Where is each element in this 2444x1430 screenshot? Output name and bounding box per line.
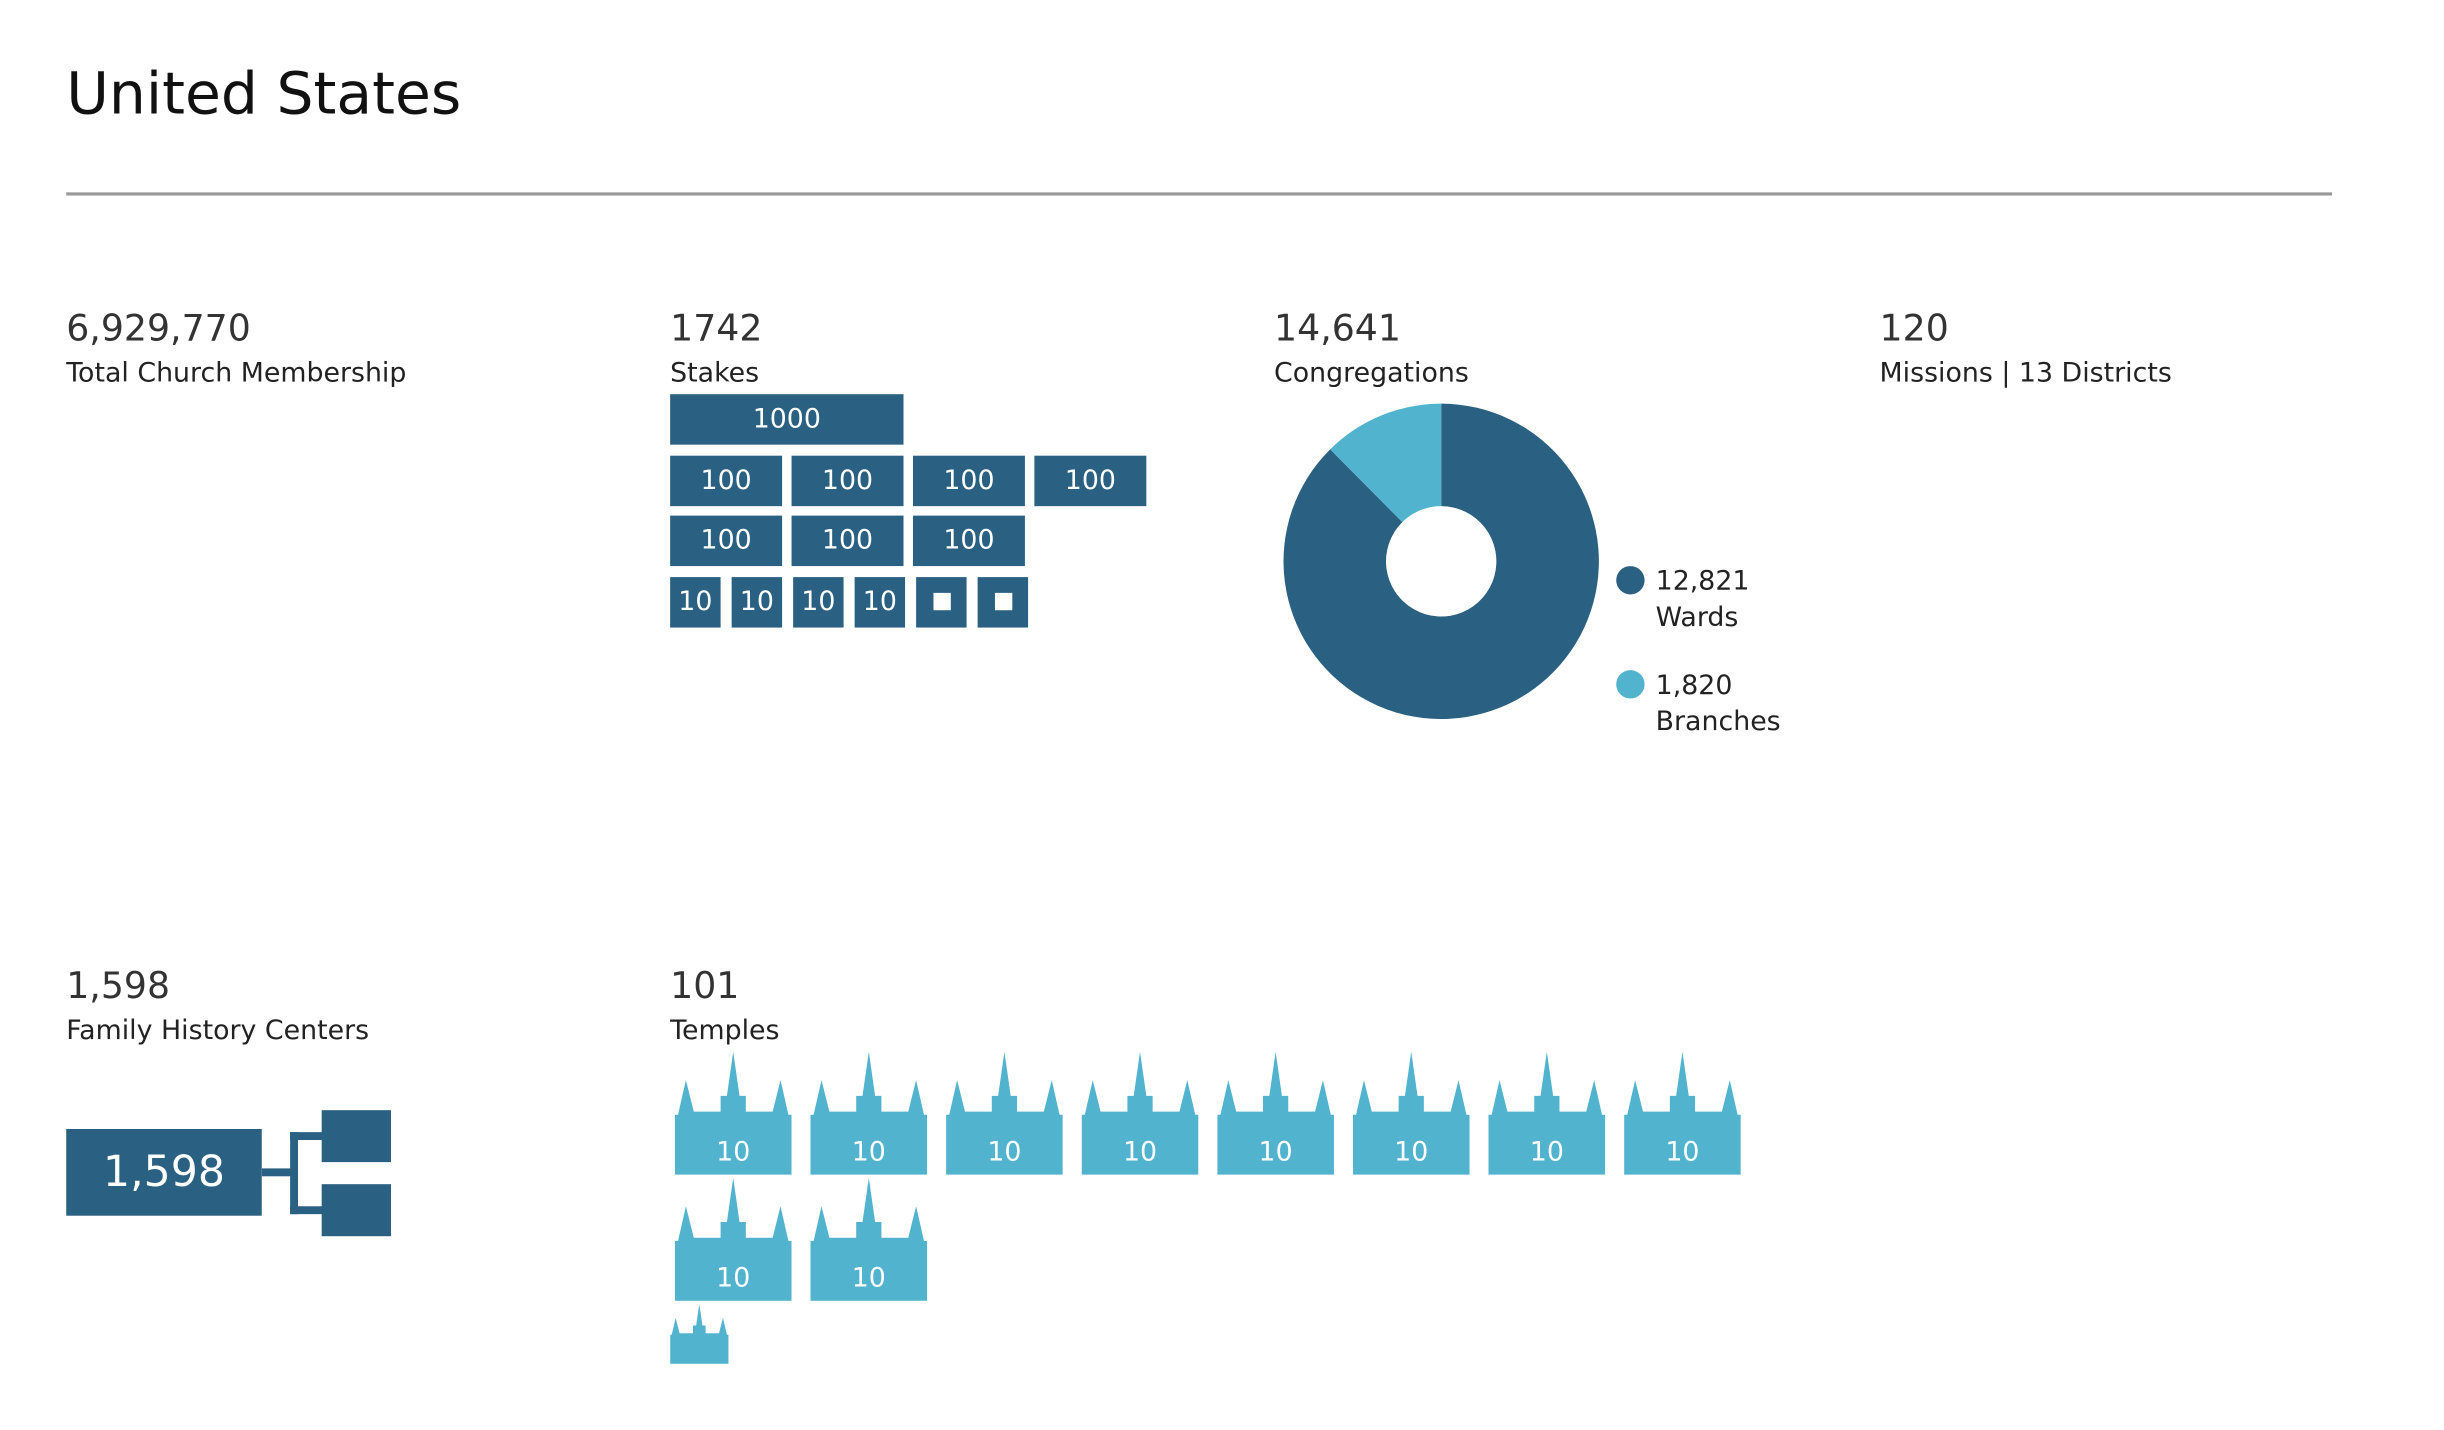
temple-count: 10 [1529, 1136, 1564, 1169]
temple-icon: 10 [674, 1177, 792, 1301]
stake-block-100: 100 [912, 454, 1025, 506]
temple-icon: 10 [810, 1051, 928, 1175]
temple-icon: 10 [1624, 1051, 1741, 1175]
family-tree-icon [261, 1110, 392, 1237]
stake-block-10: 10 [854, 576, 906, 627]
stake-block-100: 100 [791, 454, 904, 506]
donut-slice-wards [1283, 403, 1599, 720]
congregations-donut-chart [1283, 403, 1599, 720]
family-history-value: 1,598 [66, 966, 171, 1008]
divider [66, 192, 2333, 196]
family-tree-box: 1,598 [66, 1128, 262, 1216]
congregations-label: Congregations [1274, 357, 1469, 390]
stake-block-10: 10 [731, 576, 783, 627]
stakes-label: Stakes [670, 357, 760, 390]
temple-count: 10 [1665, 1136, 1700, 1169]
membership-value: 6,929,770 [66, 309, 251, 351]
temple-icon: 10 [810, 1177, 928, 1301]
legend-branches-value: 1,820 [1655, 670, 1733, 702]
unit-square [994, 592, 1012, 611]
unit-square [932, 592, 951, 611]
temples-label: Temples [670, 1015, 780, 1047]
stake-block-1 [977, 576, 1029, 627]
stake-block-100: 100 [670, 515, 783, 567]
temple-count: 10 [851, 1263, 886, 1295]
legend-wards-value: 12,821 [1655, 566, 1750, 598]
legend-dot-wards [1616, 566, 1645, 595]
donut-slice-branches [1330, 403, 1442, 523]
stakes-value: 1742 [670, 309, 763, 351]
membership-label: Total Church Membership [66, 357, 407, 390]
missions-value: 120 [1879, 309, 1949, 351]
stake-block-100: 100 [1034, 454, 1147, 506]
legend-dot-branches [1616, 670, 1645, 699]
stake-block-10: 10 [670, 576, 721, 627]
stake-block-1 [916, 576, 967, 627]
temple-count: 10 [1122, 1136, 1158, 1169]
temple-count: 10 [716, 1136, 751, 1169]
stake-block-1000: 1000 [670, 394, 904, 445]
temple-icon: 10 [1352, 1051, 1470, 1175]
stake-block-100: 100 [791, 515, 904, 567]
stake-block-10: 10 [793, 576, 844, 627]
stake-block-100: 100 [912, 515, 1025, 567]
missions-label: Missions | 13 Districts [1879, 357, 2172, 390]
stake-block-100: 100 [670, 454, 783, 506]
temple-icon: 10 [1217, 1051, 1334, 1175]
congregations-value: 14,641 [1274, 309, 1401, 351]
temple-count: 10 [987, 1136, 1022, 1169]
temple-icon-partial [670, 1304, 729, 1364]
family-history-label: Family History Centers [66, 1015, 370, 1047]
temple-count: 10 [851, 1136, 886, 1169]
temple-icon: 10 [1081, 1051, 1199, 1175]
page-title: United States [66, 59, 462, 128]
temple-icon: 10 [1488, 1051, 1606, 1175]
legend-branches-label: Branches [1655, 706, 1781, 738]
temples-value: 101 [670, 966, 740, 1008]
legend-wards-label: Wards [1655, 602, 1739, 634]
temple-count: 10 [1394, 1136, 1429, 1169]
temple-icon: 10 [946, 1051, 1063, 1175]
temple-count: 10 [1258, 1136, 1293, 1169]
temple-count: 10 [716, 1263, 751, 1295]
temple-icon: 10 [674, 1051, 792, 1175]
